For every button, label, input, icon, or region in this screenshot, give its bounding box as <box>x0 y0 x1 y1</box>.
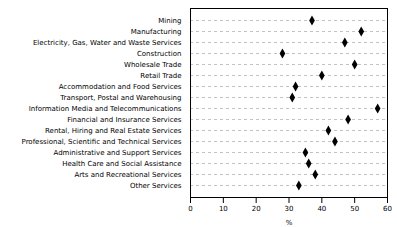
svg-text:60: 60 <box>383 205 392 213</box>
svg-text:10: 10 <box>219 205 228 213</box>
svg-text:Professional, Scientific and T: Professional, Scientific and Technical S… <box>22 138 182 146</box>
svg-text:%: % <box>286 219 293 227</box>
svg-text:30: 30 <box>285 205 294 213</box>
svg-text:Construction: Construction <box>137 50 182 58</box>
svg-text:Administrative and Support Ser: Administrative and Support Services <box>54 149 182 157</box>
svg-text:50: 50 <box>350 205 359 213</box>
svg-text:Mining: Mining <box>158 17 181 25</box>
svg-text:40: 40 <box>317 205 326 213</box>
svg-text:Transport, Postal and Warehous: Transport, Postal and Warehousing <box>59 94 181 102</box>
svg-text:Financial and Insurance Servic: Financial and Insurance Services <box>67 116 182 124</box>
svg-text:Wholesale Trade: Wholesale Trade <box>124 61 181 69</box>
svg-text:Manufacturing: Manufacturing <box>131 28 182 36</box>
svg-text:Electricity, Gas, Water and Wa: Electricity, Gas, Water and Waste Servic… <box>33 39 182 47</box>
svg-text:Accommodation and Food Service: Accommodation and Food Services <box>59 83 182 91</box>
svg-text:Health Care and Social Assista: Health Care and Social Assistance <box>62 160 181 168</box>
svg-text:0: 0 <box>188 205 192 213</box>
svg-text:Other Services: Other Services <box>130 182 182 190</box>
svg-text:Rental, Hiring and Real Estate: Rental, Hiring and Real Estate Services <box>45 127 182 135</box>
svg-text:Information Media and Telecomm: Information Media and Telecommunications <box>29 105 182 113</box>
svg-text:20: 20 <box>252 205 261 213</box>
svg-text:Arts and Recreational Services: Arts and Recreational Services <box>74 171 181 179</box>
svg-text:Retail Trade: Retail Trade <box>140 72 181 80</box>
